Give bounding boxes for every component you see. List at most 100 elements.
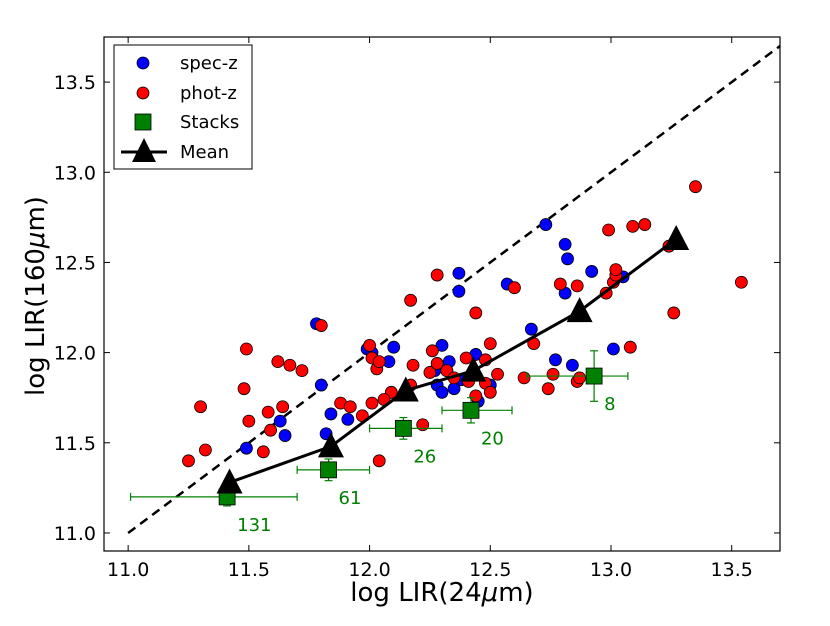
plot-frame bbox=[103, 36, 781, 552]
x-tick-label: 12.0 bbox=[348, 559, 390, 581]
phot-z-point bbox=[264, 423, 277, 437]
spec-z-point bbox=[435, 338, 449, 352]
phot-z-point bbox=[343, 400, 357, 414]
stack-point bbox=[320, 461, 337, 479]
phot-z-point bbox=[667, 306, 681, 320]
phot-z-point bbox=[570, 279, 584, 293]
phot-z-point bbox=[425, 344, 439, 358]
spec-z-point bbox=[435, 385, 449, 399]
phot-z-point bbox=[602, 223, 615, 237]
phot-z-point bbox=[242, 414, 256, 428]
legend-spec-z-label: spec-z bbox=[180, 53, 238, 74]
mean-point bbox=[317, 432, 344, 458]
x-tick-label: 11.5 bbox=[228, 559, 270, 581]
phot-z-point bbox=[626, 219, 640, 233]
x-tick-label: 11.0 bbox=[107, 559, 149, 581]
phot-z-point bbox=[623, 340, 637, 354]
stack-point bbox=[394, 419, 412, 437]
stack-point bbox=[585, 367, 603, 385]
phot-z-point bbox=[546, 367, 560, 381]
phot-z-point bbox=[314, 319, 328, 332]
spec-z-point bbox=[387, 340, 401, 354]
y-tick-label: 11.5 bbox=[54, 433, 96, 455]
stack-point bbox=[462, 401, 480, 419]
stack-count-label: 20 bbox=[481, 428, 504, 449]
phot-z-point bbox=[276, 400, 290, 414]
legend-stacks-label: Stacks bbox=[180, 112, 239, 133]
spec-z-point bbox=[341, 412, 355, 426]
spec-z-point bbox=[524, 322, 538, 336]
phot-z-point bbox=[469, 306, 483, 320]
stack-count-label: 131 bbox=[237, 515, 271, 536]
phot-z-point bbox=[459, 351, 473, 365]
phot-z-point bbox=[416, 418, 430, 432]
spec-z-point bbox=[565, 358, 579, 372]
stack-count-label: 61 bbox=[339, 488, 362, 509]
y-tick-label: 13.0 bbox=[54, 162, 96, 184]
phot-z-point bbox=[483, 385, 497, 399]
phot-z-point bbox=[404, 293, 418, 307]
x-tick-label: 13.5 bbox=[711, 559, 753, 581]
spec-z-point bbox=[585, 265, 599, 278]
spec-z-point bbox=[452, 266, 466, 280]
mean-line bbox=[229, 237, 678, 484]
phot-z-point bbox=[609, 263, 623, 277]
y-axis-ticks: 11.0 11.5 12.0 12.5 13.0 13.5 bbox=[54, 72, 780, 545]
stack-count-labels: 131 61 26 20 8 bbox=[237, 394, 615, 536]
spec-z-point bbox=[273, 414, 287, 428]
phot-z-point bbox=[491, 367, 504, 381]
phot-z-point bbox=[430, 268, 444, 282]
spec-z-point bbox=[558, 238, 572, 251]
legend-phot-z-label: phot-z bbox=[180, 83, 237, 104]
spec-z-point bbox=[240, 441, 253, 455]
phot-z-point bbox=[517, 371, 531, 385]
phot-z-point bbox=[483, 337, 497, 350]
x-axis-label: log LIR(24μm) bbox=[350, 578, 533, 608]
legend-mean-marker bbox=[132, 138, 156, 162]
mean-point bbox=[663, 224, 690, 250]
phot-z-point bbox=[406, 358, 420, 372]
legend-stacks-marker bbox=[134, 113, 152, 131]
spec-z-point bbox=[324, 407, 338, 421]
mean-point bbox=[392, 376, 419, 402]
mean-group bbox=[216, 224, 690, 494]
y-tick-label: 13.5 bbox=[54, 72, 96, 94]
phot-z-point bbox=[363, 338, 376, 352]
phot-z-point bbox=[689, 180, 702, 194]
phot-z-point bbox=[256, 445, 270, 459]
legend-box bbox=[113, 44, 253, 170]
phot-z-point bbox=[182, 454, 195, 468]
phot-z-point bbox=[508, 281, 521, 295]
phot-z-point bbox=[240, 342, 253, 356]
mean-point bbox=[460, 356, 487, 382]
stacks-group bbox=[129, 350, 629, 507]
phot-z-point bbox=[295, 364, 309, 378]
stack-count-label: 8 bbox=[604, 394, 615, 415]
phot-z-point bbox=[553, 277, 567, 291]
phot-z-point bbox=[541, 382, 555, 396]
phot-z-point bbox=[734, 275, 748, 289]
phot-z-point bbox=[469, 389, 483, 403]
spec-z-point bbox=[314, 378, 328, 392]
x-tick-label: 13.0 bbox=[590, 559, 632, 581]
phot-z-point bbox=[430, 357, 444, 370]
phot-z-point bbox=[372, 355, 386, 369]
phot-z-point bbox=[573, 371, 587, 385]
phot-z-point bbox=[194, 400, 207, 414]
phot-z-points bbox=[182, 180, 748, 468]
stack-count-label: 26 bbox=[413, 446, 436, 467]
spec-z-point bbox=[539, 218, 553, 231]
y-tick-label: 12.0 bbox=[54, 343, 96, 365]
phot-z-point bbox=[372, 454, 386, 468]
y-axis-label: log LIR(160μm) bbox=[21, 196, 51, 396]
spec-z-point bbox=[549, 353, 562, 367]
spec-z-point bbox=[452, 284, 466, 298]
phot-z-point bbox=[283, 358, 297, 372]
phot-z-point bbox=[271, 355, 285, 369]
x-axis-ticks: 11.0 11.5 12.0 12.5 13.0 13.5 bbox=[107, 37, 753, 581]
mean-point bbox=[216, 468, 243, 494]
mean-point bbox=[566, 297, 593, 323]
phot-z-point bbox=[198, 443, 212, 457]
spec-z-point bbox=[561, 252, 574, 266]
